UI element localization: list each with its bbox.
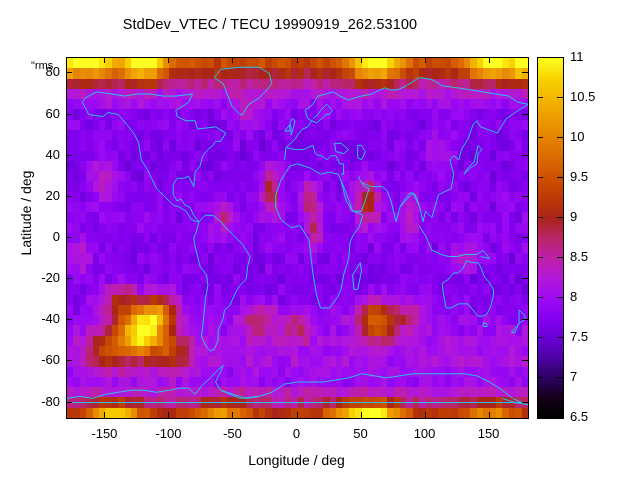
x-tick-mark [488, 412, 490, 418]
plot-key-title: "rms [31, 60, 54, 72]
heatmap-plot-area [66, 57, 529, 419]
x-tick-mark [232, 412, 234, 418]
x-tick-mark-top [232, 57, 234, 63]
y-tick-label: -20 [41, 270, 60, 286]
y-tick-mark-right [522, 360, 528, 362]
y-tick-mark [66, 401, 72, 403]
x-tick-mark-top [104, 57, 106, 63]
y-tick-mark [66, 237, 72, 238]
colorbar-tick-mark [557, 137, 563, 138]
y-tick-mark [66, 360, 72, 362]
x-tick-label: -50 [223, 426, 242, 441]
colorbar-tick-label: 7 [570, 369, 578, 384]
colorbar-tick-mark [537, 417, 543, 418]
y-tick-label: 20 [45, 187, 60, 203]
x-tick-label: -100 [155, 426, 182, 441]
y-tick-mark-right [522, 113, 528, 115]
x-tick-label: -150 [91, 426, 118, 441]
colorbar-tick-label: 6.5 [570, 409, 589, 424]
y-tick-mark [66, 319, 72, 321]
colorbar-tick-mark [557, 217, 563, 218]
x-tick-label: 100 [413, 426, 436, 441]
x-tick-mark-top [488, 57, 490, 63]
colorbar-tick-mark [557, 297, 563, 298]
y-tick-mark-right [522, 154, 528, 156]
colorbar [537, 57, 564, 419]
colorbar-tick-mark [537, 137, 543, 138]
y-tick-label: 60 [45, 105, 60, 121]
colorbar-tick-mark [537, 57, 543, 58]
colorbar-tick-mark [537, 177, 543, 178]
colorbar-tick-mark [557, 177, 563, 178]
coastline-overlay [67, 58, 528, 418]
x-tick-label: 0 [292, 426, 301, 441]
colorbar-tick-mark [537, 217, 543, 218]
x-tick-mark [360, 412, 362, 418]
colorbar-tick-mark [557, 97, 563, 98]
y-tick-mark-right [522, 319, 528, 321]
y-tick-mark-right [522, 237, 528, 238]
x-tick-mark [296, 412, 298, 418]
colorbar-tick-mark [537, 297, 543, 298]
colorbar-tick-label: 11 [570, 49, 584, 64]
x-tick-mark [424, 412, 426, 418]
y-tick-mark [66, 195, 72, 197]
colorbar-tick-mark [537, 337, 543, 338]
colorbar-gradient [538, 58, 563, 418]
y-tick-label: 0 [52, 229, 60, 244]
colorbar-tick-label: 8 [570, 289, 578, 304]
y-tick-mark-right [522, 72, 528, 74]
y-tick-mark [66, 278, 72, 280]
colorbar-tick-label: 9.5 [570, 169, 589, 184]
colorbar-tick-mark [537, 97, 543, 98]
x-tick-mark-top [296, 57, 298, 63]
colorbar-tick-mark [557, 417, 563, 418]
colorbar-tick-label: 10.5 [570, 89, 596, 104]
colorbar-tick-mark [557, 337, 563, 338]
x-tick-mark [168, 412, 170, 418]
y-tick-mark-right [522, 195, 528, 197]
colorbar-tick-mark [557, 257, 563, 258]
heatmap-grid [67, 58, 528, 418]
colorbar-tick-mark [537, 257, 543, 258]
colorbar-tick-label: 8.5 [570, 249, 589, 264]
y-tick-label: -40 [41, 311, 60, 327]
colorbar-tick-mark [557, 377, 563, 378]
y-tick-label: -60 [41, 352, 60, 368]
x-tick-mark-top [424, 57, 426, 63]
y-tick-mark [66, 113, 72, 115]
x-tick-mark-top [360, 57, 362, 63]
x-tick-label: 150 [477, 426, 500, 441]
colorbar-tick-label: 7.5 [570, 329, 589, 344]
y-tick-mark [66, 154, 72, 156]
y-tick-mark [66, 72, 72, 74]
colorbar-tick-label: 10 [570, 129, 585, 144]
x-tick-label: 50 [353, 426, 368, 441]
page-title: StdDev_VTEC / TECU 19990919_262.53100 [122, 17, 418, 33]
colorbar-tick-label: 9 [570, 209, 578, 224]
colorbar-tick-mark [557, 57, 563, 58]
y-tick-label: 40 [45, 146, 60, 162]
y-tick-label: 80 [45, 64, 60, 80]
y-tick-mark-right [522, 401, 528, 403]
colorbar-tick-mark [537, 377, 543, 378]
y-tick-label: -80 [41, 393, 60, 409]
x-tick-mark [104, 412, 106, 418]
x-tick-mark-top [168, 57, 170, 63]
x-axis-title: Longitude / deg [248, 452, 345, 468]
y-tick-mark-right [522, 278, 528, 280]
